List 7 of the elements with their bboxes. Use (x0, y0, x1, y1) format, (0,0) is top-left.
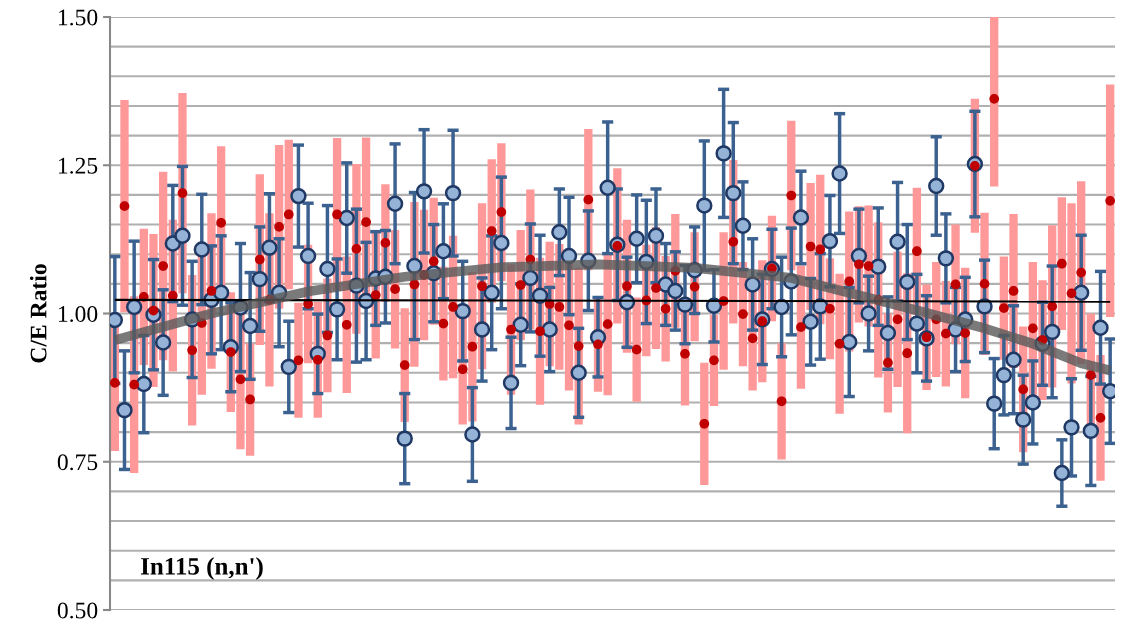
y-tick-label: 1.50 (58, 9, 98, 26)
y-tick-label: 0.50 (57, 602, 98, 619)
y-tick-label: 1.00 (58, 305, 98, 323)
y-tick-label: 0.75 (57, 454, 98, 471)
y-tick-label: 1.25 (58, 157, 98, 174)
annotation: In115 (n,n') (140, 557, 263, 580)
y-axis-title: C/E Ratio (29, 264, 47, 363)
